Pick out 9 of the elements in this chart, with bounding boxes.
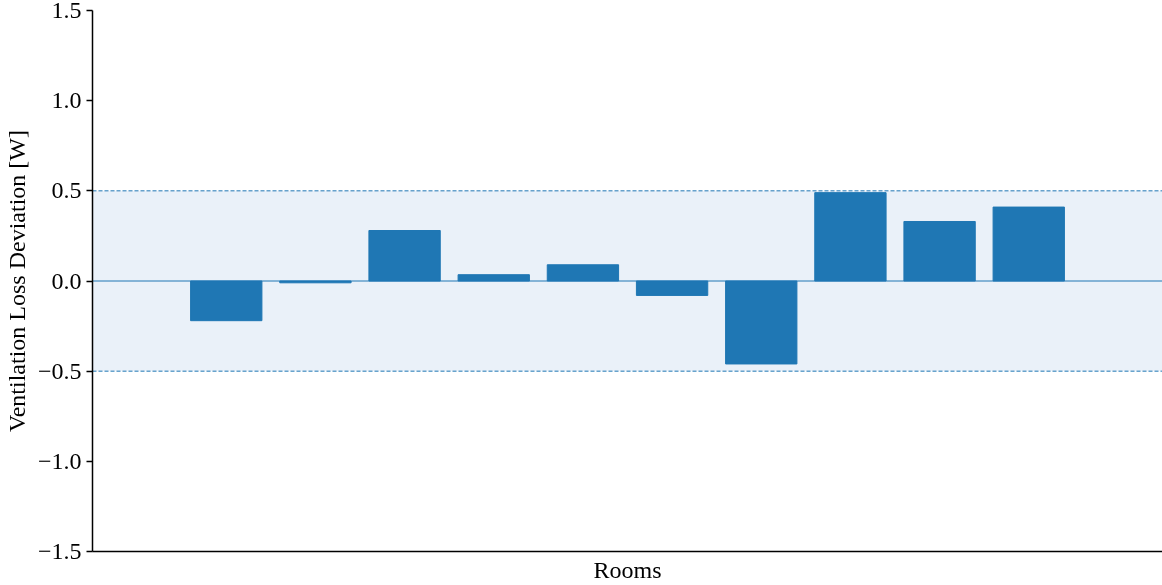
- y-tick-label: 0.5: [51, 177, 82, 204]
- y-tick-label: 0.0: [51, 267, 82, 294]
- y-tick-label: −0.5: [37, 357, 82, 384]
- y-axis-title: Ventilation Loss Deviation [W]: [3, 130, 30, 432]
- x-axis-title: Rooms: [593, 556, 662, 583]
- y-tick-label: 1.5: [51, 0, 82, 23]
- y-tick-label: 1.0: [51, 87, 82, 114]
- y-tick-label: −1.0: [37, 447, 82, 474]
- y-tick-label: −1.5: [37, 538, 82, 564]
